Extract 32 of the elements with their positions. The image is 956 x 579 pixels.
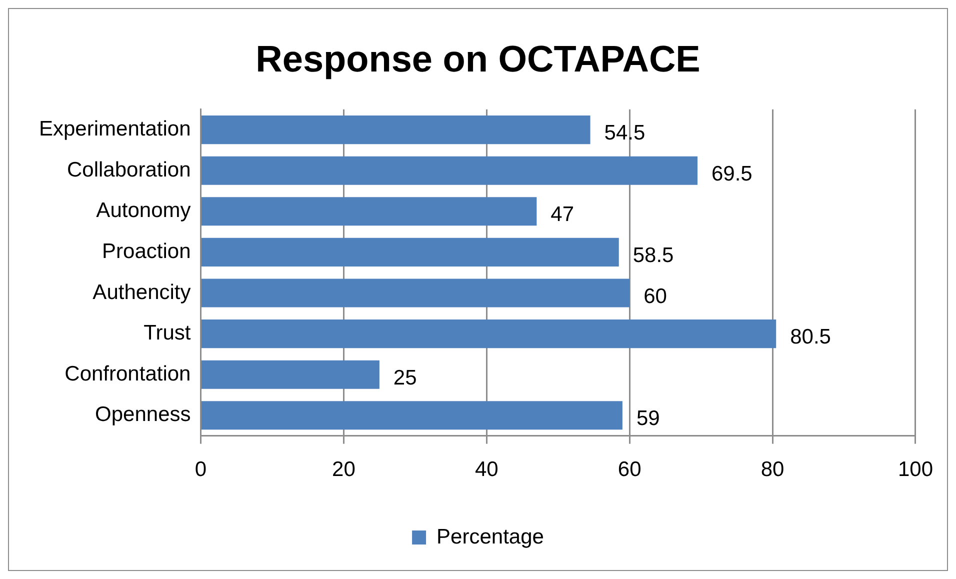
x-tick-label: 100 <box>898 458 934 482</box>
bar <box>202 401 622 430</box>
y-tick-label: Confrontation <box>64 362 191 386</box>
x-tick-label: 60 <box>618 458 642 482</box>
data-label: 58.5 <box>632 244 674 267</box>
x-tick-label: 80 <box>760 458 784 482</box>
data-label: 69.5 <box>711 162 752 186</box>
bar <box>202 156 698 185</box>
data-label: 80.5 <box>790 326 831 349</box>
x-tick-label: 20 <box>332 458 356 482</box>
y-tick-label: Trust <box>144 322 191 345</box>
bar <box>202 360 380 389</box>
y-tick-label: Openness <box>95 403 191 426</box>
y-tick-label: Collaboration <box>67 158 191 182</box>
data-label: 59 <box>636 407 660 430</box>
bar <box>202 278 630 308</box>
data-label: 60 <box>644 284 667 308</box>
legend-label: Percentage <box>436 525 544 548</box>
x-tick-label: 0 <box>194 458 207 482</box>
y-tick-label: Experimentation <box>39 118 191 141</box>
data-label: 25 <box>393 366 417 390</box>
chart-title: Response on OCTAPACE <box>256 38 700 80</box>
y-tick-label: Autonomy <box>96 199 192 222</box>
y-tick-label: Proaction <box>102 240 191 263</box>
bar <box>202 238 619 266</box>
data-label: 54.5 <box>604 122 646 145</box>
bar <box>202 320 776 348</box>
data-label: 47 <box>550 203 574 226</box>
x-tick-label: 40 <box>474 458 498 482</box>
y-tick-label: Authencity <box>92 280 192 304</box>
bar <box>202 116 590 144</box>
bar <box>202 197 537 226</box>
